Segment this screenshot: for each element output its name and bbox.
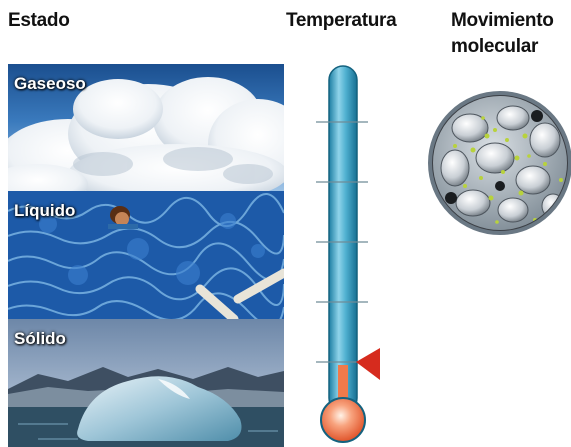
- liquid-state-panel: Líquido: [8, 191, 284, 319]
- gas-state-panel: Gaseoso: [8, 64, 284, 191]
- gas-label: Gaseoso: [14, 74, 86, 93]
- liquid-label: Líquido: [14, 201, 76, 220]
- thermometer-icon: [316, 65, 380, 443]
- molecular-motion-icon: [428, 91, 571, 235]
- clouds-image: [8, 64, 284, 191]
- thermometer-bulb: [320, 397, 366, 443]
- state-column-header: Estado: [8, 10, 70, 31]
- iceberg-image: [8, 319, 284, 447]
- solid-label: Sólido: [14, 329, 66, 348]
- temperature-column-header: Temperatura: [286, 10, 397, 31]
- molecular-motion-column-header: Movimiento molecular: [451, 10, 554, 57]
- mercury-column: [338, 365, 348, 405]
- temperature-marker-icon: [356, 348, 380, 380]
- solid-state-panel: Sólido: [8, 319, 284, 447]
- pool-water-image: [8, 191, 284, 319]
